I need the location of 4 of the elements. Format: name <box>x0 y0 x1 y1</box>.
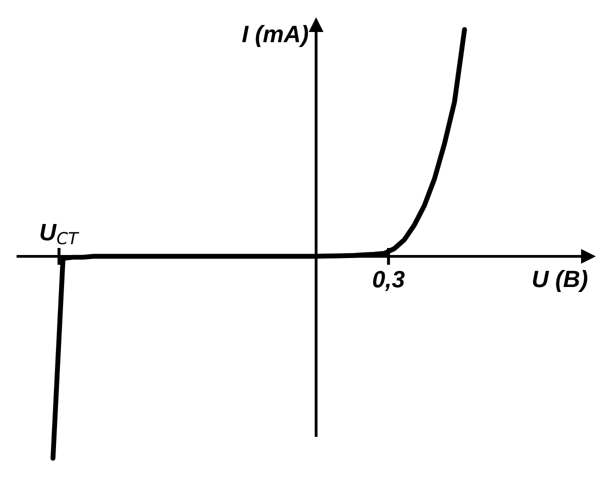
annotation: U$_{CT}$ <box>40 224 80 244</box>
annotation: 0,3 <box>373 270 405 291</box>
y-axis-title: I (mA) <box>242 25 308 48</box>
x-axis-title: U (B) <box>532 270 588 292</box>
